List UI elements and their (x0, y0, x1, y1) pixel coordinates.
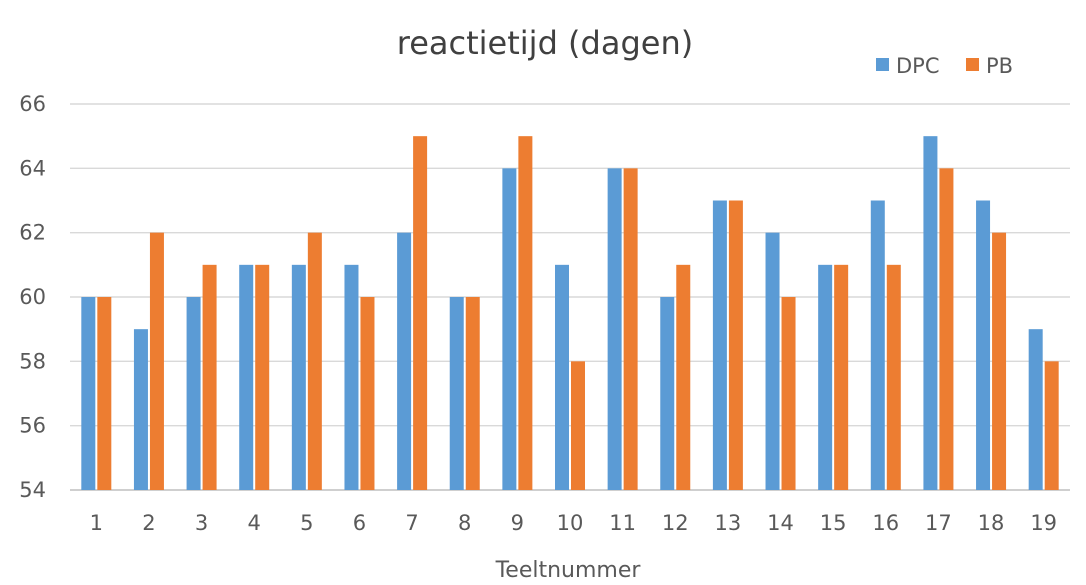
bar-dpc-8 (449, 297, 464, 490)
bar-dpc-4 (239, 264, 254, 490)
bar-pb-9 (518, 136, 533, 490)
x-tick-label: 10 (557, 511, 584, 535)
bar-dpc-1 (81, 297, 96, 490)
bar-pb-19 (1044, 361, 1059, 490)
bar-pb-4 (255, 264, 270, 490)
x-tick-label: 14 (767, 511, 794, 535)
bar-dpc-2 (133, 329, 148, 490)
bar-pb-14 (781, 297, 796, 490)
x-tick-label: 15 (820, 511, 847, 535)
y-tick-label: 60 (19, 285, 46, 309)
x-tick-label: 19 (1030, 511, 1057, 535)
x-tick-label: 4 (248, 511, 261, 535)
bars (81, 136, 1059, 491)
bar-pb-1 (97, 297, 112, 490)
x-tick-label: 18 (978, 511, 1005, 535)
bar-pb-10 (571, 361, 585, 490)
gridlines (70, 103, 1070, 491)
legend-swatch-dpc (876, 58, 889, 71)
bar-pb-17 (939, 168, 954, 491)
x-tick-label: 16 (872, 511, 899, 535)
bar-pb-16 (886, 264, 901, 490)
bar-pb-6 (360, 297, 375, 490)
bar-pb-12 (676, 264, 691, 490)
bar-dpc-11 (607, 168, 622, 491)
x-tick-label: 17 (925, 511, 952, 535)
bar-dpc-5 (291, 264, 306, 490)
bar-pb-3 (202, 264, 217, 490)
x-tick-label: 8 (458, 511, 471, 535)
bar-pb-7 (413, 136, 428, 490)
bar-pb-11 (623, 168, 638, 491)
legend-swatch-pb (966, 58, 979, 71)
bar-dpc-15 (818, 264, 833, 490)
x-axis-title: Teeltnummer (495, 558, 642, 583)
x-tick-label: 2 (142, 511, 155, 535)
legend-label-pb: PB (986, 54, 1013, 78)
bar-dpc-14 (765, 232, 780, 490)
x-tick-label: 11 (609, 511, 636, 535)
y-tick-label: 62 (19, 221, 46, 245)
x-axis-ticks: 1 2 3 4 5 6 7 8 9 10 11 12 13 14 15 16 17 18 19 (90, 511, 1057, 535)
bar-dpc-12 (660, 297, 675, 490)
bar-dpc-3 (186, 297, 201, 490)
bar-dpc-18 (976, 200, 991, 490)
x-tick-label: 7 (405, 511, 418, 535)
legend: DPC PB (876, 54, 1013, 78)
bar-dpc-9 (502, 168, 517, 491)
bar-dpc-6 (344, 264, 359, 490)
y-axis-ticks: 54 56 58 60 62 64 66 (19, 92, 46, 502)
y-tick-label: 66 (19, 92, 46, 116)
x-tick-label: 3 (195, 511, 208, 535)
bar-pb-2 (149, 232, 164, 490)
legend-label-dpc: DPC (896, 54, 940, 78)
y-tick-label: 58 (19, 349, 46, 373)
x-tick-label: 9 (511, 511, 524, 535)
bar-pb-5 (307, 232, 322, 490)
bar-dpc-19 (1028, 329, 1043, 490)
x-tick-label: 6 (353, 511, 366, 535)
bar-dpc-10 (555, 264, 569, 490)
x-tick-label: 1 (90, 511, 103, 535)
bar-dpc-16 (870, 200, 885, 490)
bar-dpc-13 (712, 200, 727, 490)
bar-pb-8 (465, 297, 480, 490)
y-tick-label: 64 (19, 156, 46, 180)
chart-title: reactietijd (dagen) (397, 24, 693, 62)
x-tick-label: 5 (300, 511, 313, 535)
x-tick-label: 13 (715, 511, 742, 535)
y-tick-label: 56 (19, 414, 46, 438)
bar-pb-18 (992, 232, 1007, 490)
x-tick-label: 12 (662, 511, 689, 535)
bar-pb-13 (728, 200, 743, 490)
y-tick-label: 54 (19, 478, 46, 502)
bar-pb-15 (834, 264, 849, 490)
bar-dpc-17 (923, 136, 938, 490)
bar-dpc-7 (397, 232, 412, 490)
